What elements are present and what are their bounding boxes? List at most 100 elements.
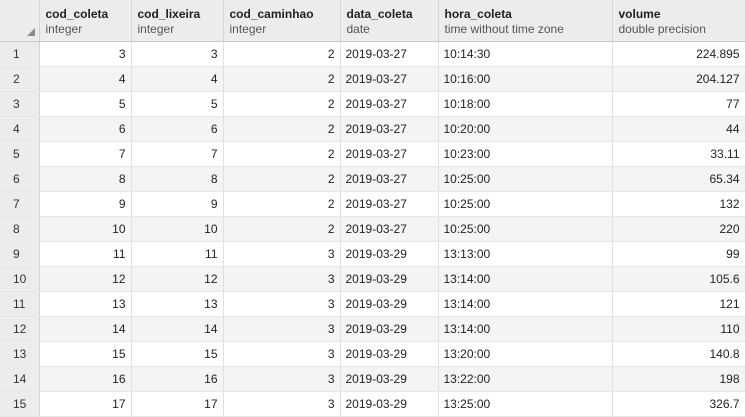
cell-cod-caminhao[interactable]: 2 (223, 141, 341, 167)
cell-cod-coleta[interactable]: 15 (39, 341, 132, 367)
cell-cod-lixeira[interactable]: 15 (131, 341, 224, 367)
cell-cod-lixeira[interactable]: 7 (131, 141, 224, 167)
row-number[interactable]: 10 (0, 266, 40, 292)
cell-cod-caminhao[interactable]: 2 (223, 116, 341, 142)
column-header-hora-coleta[interactable]: hora_coleta time without time zone (438, 0, 613, 42)
column-header-cod-lixeira[interactable]: cod_lixeira integer (131, 0, 224, 42)
cell-cod-coleta[interactable]: 11 (39, 241, 132, 267)
cell-hora-coleta[interactable]: 10:18:00 (438, 91, 613, 117)
cell-hora-coleta[interactable]: 10:20:00 (438, 116, 613, 142)
row-number[interactable]: 5 (0, 141, 40, 167)
select-all-corner[interactable] (0, 0, 40, 42)
cell-volume[interactable]: 99 (612, 241, 745, 267)
column-header-data-coleta[interactable]: data_coleta date (340, 0, 439, 42)
cell-cod-caminhao[interactable]: 2 (223, 91, 341, 117)
cell-cod-lixeira[interactable]: 16 (131, 366, 224, 392)
cell-data-coleta[interactable]: 2019-03-27 (340, 91, 439, 117)
cell-hora-coleta[interactable]: 13:25:00 (438, 391, 613, 417)
cell-cod-lixeira[interactable]: 12 (131, 266, 224, 292)
table-row[interactable]: 2 4 4 2 2019-03-27 10:16:00 204.127 (0, 66, 745, 92)
cell-volume[interactable]: 132 (612, 191, 745, 217)
cell-cod-caminhao[interactable]: 2 (223, 166, 341, 192)
cell-hora-coleta[interactable]: 10:23:00 (438, 141, 613, 167)
row-number[interactable]: 15 (0, 391, 40, 417)
cell-cod-lixeira[interactable]: 3 (131, 41, 224, 67)
cell-cod-lixeira[interactable]: 10 (131, 216, 224, 242)
cell-hora-coleta[interactable]: 10:14:30 (438, 41, 613, 67)
cell-data-coleta[interactable]: 2019-03-29 (340, 391, 439, 417)
row-number[interactable]: 14 (0, 366, 40, 392)
cell-cod-coleta[interactable]: 6 (39, 116, 132, 142)
column-header-volume[interactable]: volume double precision (612, 0, 745, 42)
cell-data-coleta[interactable]: 2019-03-29 (340, 366, 439, 392)
column-header-cod-caminhao[interactable]: cod_caminhao integer (223, 0, 341, 42)
cell-data-coleta[interactable]: 2019-03-27 (340, 166, 439, 192)
cell-cod-coleta[interactable]: 5 (39, 91, 132, 117)
row-number[interactable]: 13 (0, 341, 40, 367)
row-number[interactable]: 1 (0, 41, 40, 67)
cell-volume[interactable]: 105.6 (612, 266, 745, 292)
cell-cod-caminhao[interactable]: 3 (223, 316, 341, 342)
row-number[interactable]: 2 (0, 66, 40, 92)
cell-cod-lixeira[interactable]: 13 (131, 291, 224, 317)
table-row[interactable]: 7 9 9 2 2019-03-27 10:25:00 132 (0, 191, 745, 217)
cell-volume[interactable]: 220 (612, 216, 745, 242)
cell-data-coleta[interactable]: 2019-03-29 (340, 341, 439, 367)
row-number[interactable]: 6 (0, 166, 40, 192)
table-row[interactable]: 5 7 7 2 2019-03-27 10:23:00 33.11 (0, 141, 745, 167)
cell-volume[interactable]: 121 (612, 291, 745, 317)
row-number[interactable]: 11 (0, 291, 40, 317)
cell-data-coleta[interactable]: 2019-03-27 (340, 216, 439, 242)
cell-data-coleta[interactable]: 2019-03-27 (340, 116, 439, 142)
cell-data-coleta[interactable]: 2019-03-27 (340, 66, 439, 92)
cell-cod-lixeira[interactable]: 8 (131, 166, 224, 192)
row-number[interactable]: 8 (0, 216, 40, 242)
cell-cod-lixeira[interactable]: 9 (131, 191, 224, 217)
cell-hora-coleta[interactable]: 10:25:00 (438, 166, 613, 192)
table-row[interactable]: 6 8 8 2 2019-03-27 10:25:00 65.34 (0, 166, 745, 192)
cell-data-coleta[interactable]: 2019-03-27 (340, 141, 439, 167)
row-number[interactable]: 9 (0, 241, 40, 267)
cell-data-coleta[interactable]: 2019-03-27 (340, 41, 439, 67)
table-row[interactable]: 15 17 17 3 2019-03-29 13:25:00 326.7 (0, 391, 745, 417)
cell-cod-caminhao[interactable]: 2 (223, 216, 341, 242)
cell-hora-coleta[interactable]: 10:25:00 (438, 216, 613, 242)
cell-cod-coleta[interactable]: 14 (39, 316, 132, 342)
cell-volume[interactable]: 65.34 (612, 166, 745, 192)
table-row[interactable]: 4 6 6 2 2019-03-27 10:20:00 44 (0, 116, 745, 142)
cell-cod-coleta[interactable]: 16 (39, 366, 132, 392)
table-row[interactable]: 1 3 3 2 2019-03-27 10:14:30 224.895 (0, 41, 745, 67)
table-row[interactable]: 12 14 14 3 2019-03-29 13:14:00 110 (0, 316, 745, 342)
cell-cod-lixeira[interactable]: 6 (131, 116, 224, 142)
cell-volume[interactable]: 198 (612, 366, 745, 392)
cell-cod-caminhao[interactable]: 2 (223, 66, 341, 92)
cell-volume[interactable]: 44 (612, 116, 745, 142)
cell-hora-coleta[interactable]: 13:22:00 (438, 366, 613, 392)
table-row[interactable]: 3 5 5 2 2019-03-27 10:18:00 77 (0, 91, 745, 117)
table-row[interactable]: 14 16 16 3 2019-03-29 13:22:00 198 (0, 366, 745, 392)
cell-cod-caminhao[interactable]: 3 (223, 266, 341, 292)
cell-cod-lixeira[interactable]: 5 (131, 91, 224, 117)
cell-volume[interactable]: 77 (612, 91, 745, 117)
cell-cod-coleta[interactable]: 17 (39, 391, 132, 417)
cell-cod-caminhao[interactable]: 3 (223, 366, 341, 392)
cell-cod-caminhao[interactable]: 2 (223, 191, 341, 217)
table-row[interactable]: 11 13 13 3 2019-03-29 13:14:00 121 (0, 291, 745, 317)
cell-cod-caminhao[interactable]: 3 (223, 391, 341, 417)
cell-data-coleta[interactable]: 2019-03-27 (340, 191, 439, 217)
cell-hora-coleta[interactable]: 13:20:00 (438, 341, 613, 367)
cell-cod-coleta[interactable]: 8 (39, 166, 132, 192)
cell-data-coleta[interactable]: 2019-03-29 (340, 266, 439, 292)
cell-hora-coleta[interactable]: 13:14:00 (438, 291, 613, 317)
cell-volume[interactable]: 224.895 (612, 41, 745, 67)
cell-volume[interactable]: 110 (612, 316, 745, 342)
column-header-cod-coleta[interactable]: cod_coleta integer (39, 0, 132, 42)
cell-cod-coleta[interactable]: 9 (39, 191, 132, 217)
cell-hora-coleta[interactable]: 13:14:00 (438, 316, 613, 342)
cell-volume[interactable]: 326.7 (612, 391, 745, 417)
cell-cod-coleta[interactable]: 7 (39, 141, 132, 167)
row-number[interactable]: 4 (0, 116, 40, 142)
row-number[interactable]: 12 (0, 316, 40, 342)
cell-cod-caminhao[interactable]: 3 (223, 241, 341, 267)
